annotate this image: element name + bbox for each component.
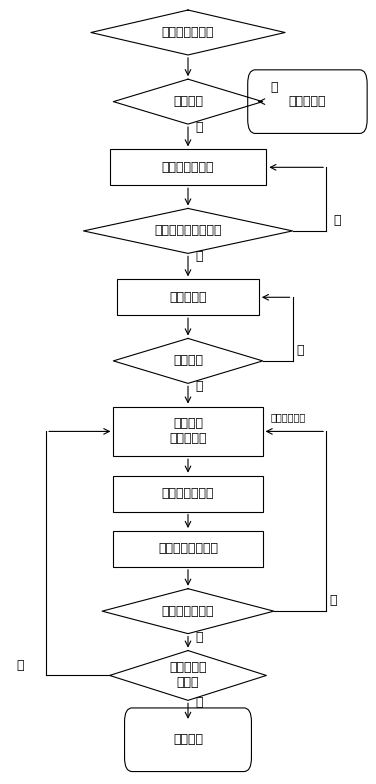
Text: 否: 否 [270,82,277,94]
FancyBboxPatch shape [124,708,252,771]
Text: 温度达到允许值: 温度达到允许值 [162,604,214,618]
Text: 是: 是 [196,630,203,644]
Text: 数据采集、存储: 数据采集、存储 [162,161,214,174]
Text: 是: 是 [196,380,203,394]
Text: 否: 否 [296,344,304,357]
Text: 初始检查: 初始检查 [173,95,203,108]
Polygon shape [91,10,285,55]
Text: 是: 是 [196,250,203,263]
Text: 预热完成: 预热完成 [173,354,203,368]
Text: 否: 否 [334,214,341,227]
Text: 蓄热体预热: 蓄热体预热 [169,291,207,303]
Text: ＥＣＵ上电自检: ＥＣＵ上电自检 [162,26,214,39]
Text: 报警及提示: 报警及提示 [289,95,326,108]
Polygon shape [110,651,266,700]
Bar [117,279,259,315]
Text: 否: 否 [16,659,24,672]
Polygon shape [83,209,293,253]
Text: 背压降低到
设定值: 背压降低到 设定值 [169,662,207,689]
Bar [113,476,263,512]
Text: 持续控温过程: 持续控温过程 [270,412,305,423]
Text: 否: 否 [330,594,337,608]
Text: 监测记录背压状态: 监测记录背压状态 [158,543,218,555]
FancyBboxPatch shape [248,70,367,133]
Text: 是: 是 [196,696,203,709]
Bar [110,149,266,185]
Polygon shape [102,589,274,633]
Bar [113,407,263,456]
Polygon shape [113,339,263,383]
Text: 背压达到点火设定值: 背压达到点火设定值 [154,224,222,238]
Bar [113,531,263,567]
Text: 继续加热
按工况供油: 继续加热 按工况供油 [169,417,207,445]
Text: 按供油情况供氧: 按供油情况供氧 [162,487,214,500]
Text: 点火结束: 点火结束 [173,733,203,746]
Polygon shape [113,79,263,124]
Text: 是: 是 [196,121,203,134]
